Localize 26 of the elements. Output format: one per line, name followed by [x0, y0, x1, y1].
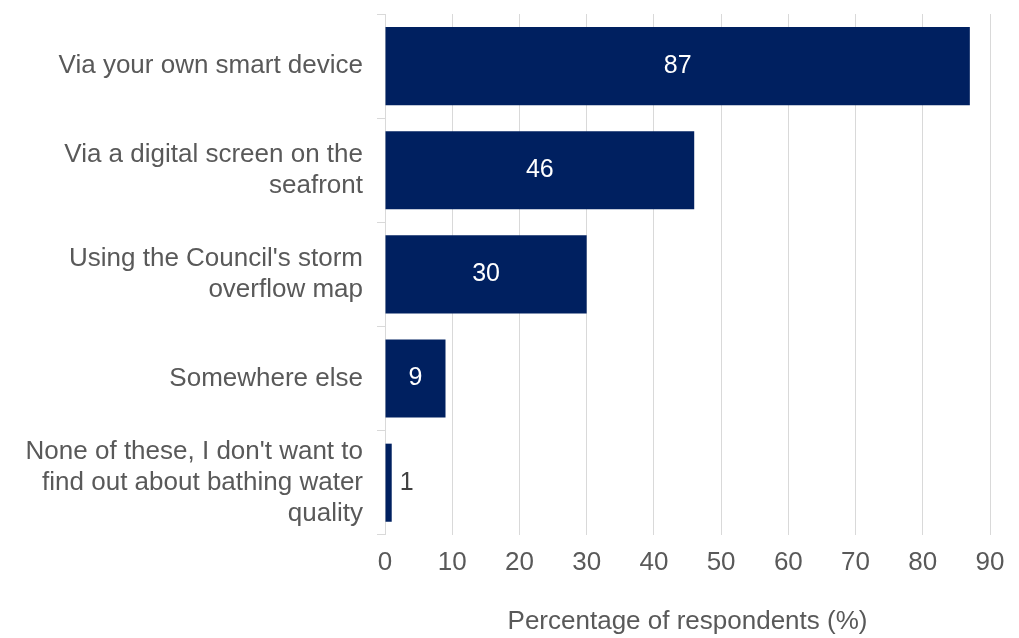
x-tick-label: 20 [504, 546, 534, 577]
x-tick-label: 50 [706, 546, 736, 577]
data-label: 1 [399, 466, 414, 495]
data-label: 9 [408, 362, 423, 391]
x-tick-label: 60 [773, 546, 803, 577]
x-tick-label: 80 [908, 546, 938, 577]
bar [385, 339, 446, 418]
y-tick-label: None of these, I don't want to find out about bathing water quality [25, 435, 364, 527]
bar [385, 131, 695, 210]
bar [385, 443, 392, 522]
data-label: 87 [663, 49, 692, 78]
x-tick-label: 70 [841, 546, 871, 577]
y-tick-label: Via a digital screen on the seafront [64, 138, 364, 199]
x-axis-title: Percentage of respondents (%) [507, 604, 868, 635]
bar [385, 235, 587, 314]
y-tick-label: Somewhere else [169, 361, 363, 392]
data-label: 30 [472, 258, 500, 287]
bar [385, 27, 970, 106]
y-tick-label: Using the Council's storm overflow map [69, 242, 363, 303]
data-label: 46 [525, 154, 554, 183]
y-tick-label: Via your own smart device [58, 49, 363, 80]
x-tick-label: 10 [437, 546, 467, 577]
x-tick-label: 90 [975, 546, 1005, 577]
x-tick-label: 0 [377, 546, 393, 577]
x-tick-label: 40 [639, 546, 669, 577]
x-tick-label: 30 [572, 546, 602, 577]
